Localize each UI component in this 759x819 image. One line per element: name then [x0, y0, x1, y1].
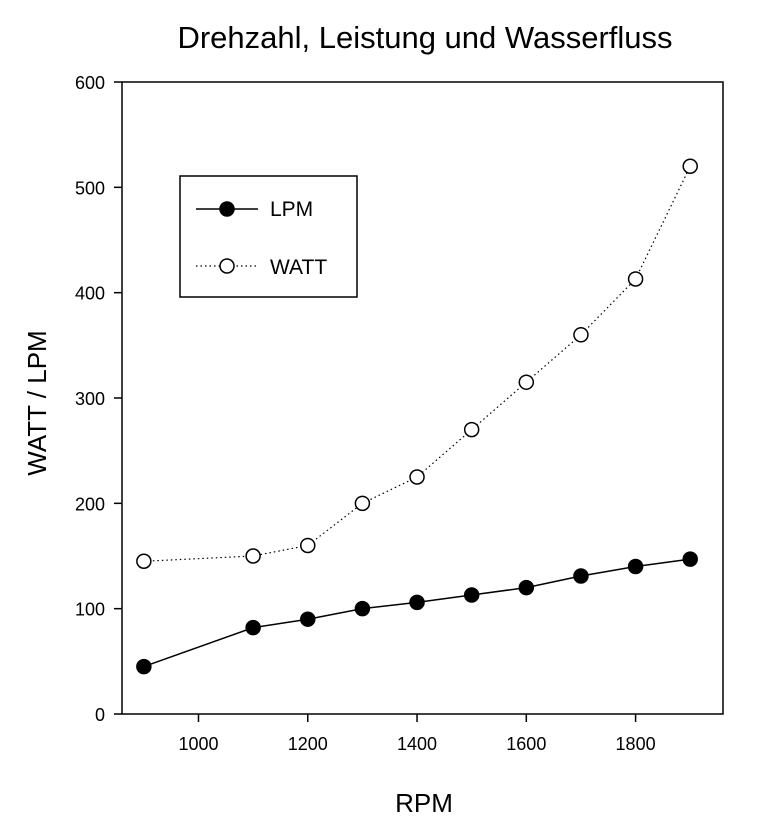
- data-point-lpm: [682, 551, 698, 567]
- data-point-lpm: [300, 611, 316, 627]
- y-tick-label: 200: [75, 494, 105, 514]
- y-axis-title: WATT / LPM: [22, 330, 52, 475]
- data-point-watt: [627, 271, 644, 287]
- y-tick-label: 300: [75, 389, 105, 409]
- data-point-watt: [409, 469, 425, 485]
- data-point-lpm: [518, 579, 535, 596]
- x-tick-label: 1200: [288, 734, 328, 754]
- data-point-lpm: [627, 558, 644, 575]
- y-tick-label: 0: [95, 705, 105, 725]
- series-layer: [136, 158, 698, 675]
- legend-label-watt: WATT: [270, 256, 327, 279]
- data-point-watt: [573, 327, 589, 343]
- y-tick-label: 600: [75, 73, 105, 93]
- x-axis: 1000 1200 1400 1600 1800: [178, 714, 656, 754]
- data-point-lpm: [354, 600, 371, 617]
- data-point-watt: [136, 553, 152, 570]
- x-tick-label: 1600: [506, 734, 546, 754]
- data-point-lpm: [463, 587, 480, 603]
- data-point-lpm: [245, 619, 261, 636]
- data-point-lpm: [573, 568, 589, 584]
- data-point-watt: [463, 421, 480, 438]
- x-axis-title: RPM: [395, 788, 453, 818]
- legend: LPM WATT: [179, 175, 358, 298]
- y-axis: 0 100 200 300 400 500 600: [75, 73, 122, 725]
- legend-label-lpm: LPM: [270, 198, 313, 221]
- y-tick-label: 400: [75, 284, 105, 304]
- legend-marker-lpm: [219, 201, 235, 217]
- data-point-watt: [518, 374, 535, 390]
- x-tick-label: 1400: [397, 734, 437, 754]
- data-point-lpm: [136, 658, 152, 675]
- data-point-watt: [300, 537, 316, 554]
- y-tick-label: 100: [75, 600, 105, 620]
- x-tick-label: 1000: [178, 734, 218, 754]
- y-tick-label: 500: [75, 178, 105, 198]
- legend-marker-watt: [219, 258, 235, 274]
- chart-title: Drehzahl, Leistung und Wasserfluss: [177, 20, 672, 55]
- data-point-watt: [245, 548, 261, 564]
- data-point-watt: [682, 158, 698, 175]
- x-tick-label: 1800: [616, 734, 656, 754]
- data-point-lpm: [409, 594, 425, 611]
- data-point-watt: [354, 495, 371, 512]
- legend-box: [179, 175, 358, 298]
- series-line-lpm: [143, 558, 691, 668]
